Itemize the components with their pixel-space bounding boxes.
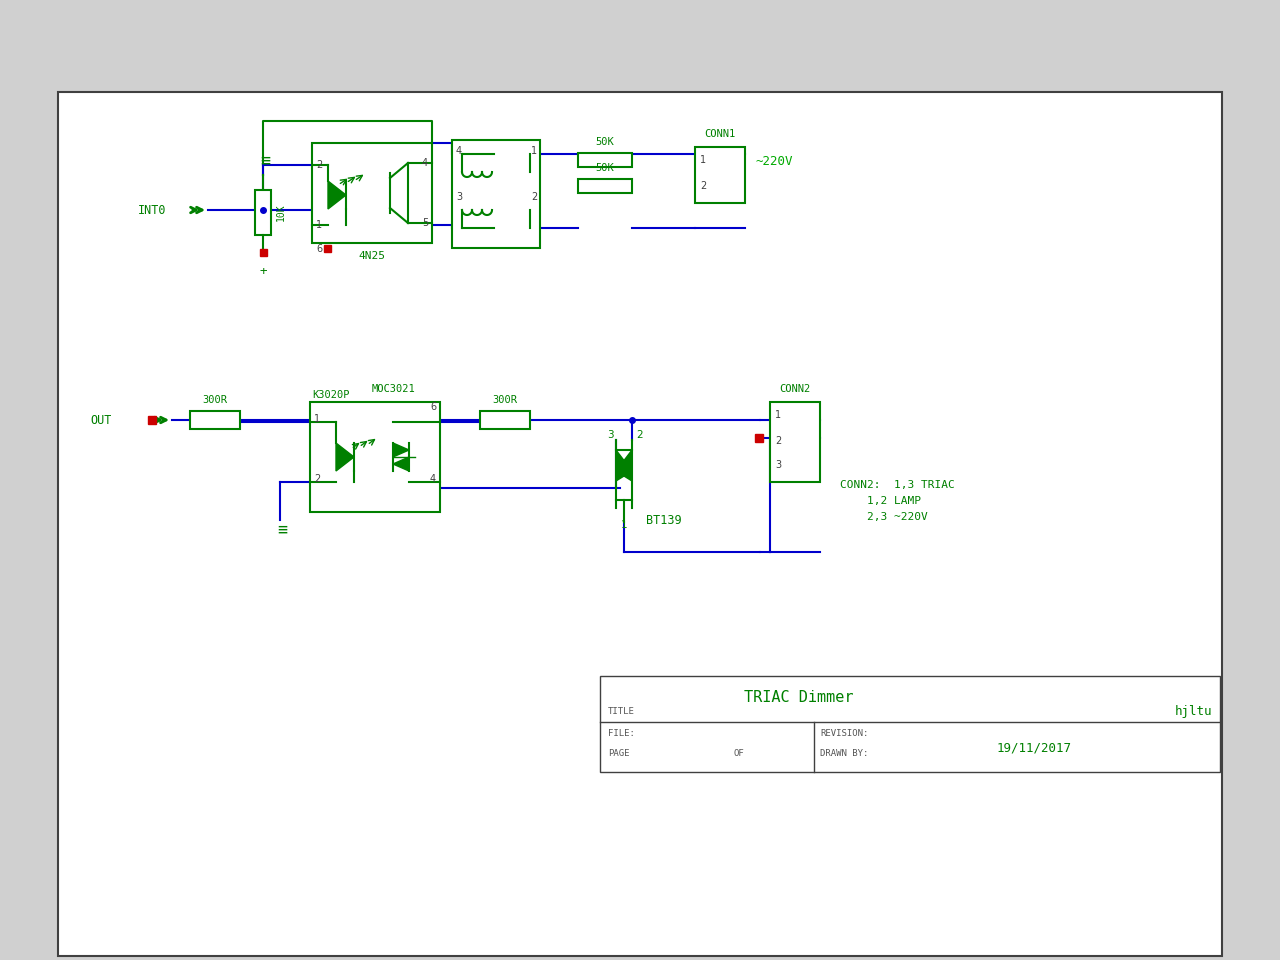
Text: 2: 2	[314, 474, 320, 484]
Text: +: +	[260, 265, 266, 277]
Bar	[310, 402, 440, 512]
Text: TRIAC Dimmer: TRIAC Dimmer	[744, 690, 854, 706]
Bar	[755, 434, 763, 442]
Text: 1: 1	[316, 220, 323, 230]
Text: ~220V: ~220V	[755, 155, 792, 168]
Text: 2: 2	[636, 430, 644, 440]
Text: 4: 4	[422, 158, 428, 168]
Text: 1: 1	[700, 155, 707, 165]
Bar	[148, 416, 156, 424]
Bar	[260, 249, 268, 256]
Text: 3: 3	[774, 460, 781, 470]
Text: 4N25: 4N25	[358, 251, 385, 261]
Polygon shape	[328, 181, 346, 209]
Text: 1: 1	[531, 146, 538, 156]
Polygon shape	[393, 443, 410, 457]
Text: CONN1: CONN1	[704, 129, 736, 139]
Polygon shape	[616, 450, 632, 481]
Text: PAGE: PAGE	[608, 750, 630, 758]
Text: 5: 5	[421, 218, 428, 228]
Text: 2: 2	[700, 181, 707, 191]
Text: 6: 6	[430, 402, 436, 412]
Text: CONN2:  1,3 TRIAC: CONN2: 1,3 TRIAC	[840, 480, 955, 490]
Text: 1: 1	[774, 410, 781, 420]
Bar	[324, 245, 332, 252]
Text: 2,3 ~220V: 2,3 ~220V	[840, 512, 928, 522]
Text: 300R: 300R	[202, 395, 228, 405]
Text: DRAWN BY:: DRAWN BY:	[820, 750, 868, 758]
Bar	[255, 190, 271, 235]
Text: 2: 2	[531, 192, 538, 202]
Text: K3020P: K3020P	[312, 390, 349, 400]
Text: hjltu: hjltu	[1175, 706, 1212, 718]
Text: 4: 4	[456, 146, 462, 156]
Text: TITLE: TITLE	[608, 708, 635, 716]
Text: 6: 6	[316, 244, 323, 254]
Text: 19/11/2017: 19/11/2017	[997, 741, 1071, 755]
Text: 2: 2	[316, 160, 323, 170]
Text: FILE:: FILE:	[608, 730, 635, 738]
Text: ≡: ≡	[260, 152, 270, 170]
Bar	[579, 179, 632, 193]
Text: 1: 1	[621, 520, 627, 530]
Bar	[480, 411, 530, 429]
Bar	[312, 143, 433, 243]
Text: 300R: 300R	[493, 395, 517, 405]
Text: 10K: 10K	[276, 204, 285, 221]
Polygon shape	[335, 443, 355, 471]
Text: 1,2 LAMP: 1,2 LAMP	[840, 496, 922, 506]
Text: MOC3021: MOC3021	[371, 384, 415, 394]
Bar	[771, 402, 820, 482]
Text: 1: 1	[314, 414, 320, 424]
Bar	[189, 411, 241, 429]
Text: CONN2: CONN2	[780, 384, 810, 394]
Text: OUT: OUT	[90, 414, 111, 426]
Text: 50K: 50K	[595, 137, 614, 147]
Text: INT0: INT0	[138, 204, 166, 217]
Bar	[452, 140, 540, 248]
Polygon shape	[393, 457, 410, 471]
Bar	[600, 676, 1220, 772]
Text: BT139: BT139	[646, 514, 682, 527]
Bar	[579, 153, 632, 167]
Bar	[695, 147, 745, 203]
Text: 3: 3	[456, 192, 462, 202]
Polygon shape	[616, 450, 632, 481]
Text: 50K: 50K	[595, 163, 614, 173]
Text: 4: 4	[430, 474, 436, 484]
Text: 3: 3	[607, 430, 613, 440]
Text: REVISION:: REVISION:	[820, 730, 868, 738]
Text: ≡: ≡	[276, 521, 287, 539]
Text: OF: OF	[733, 750, 745, 758]
Text: 2: 2	[774, 436, 781, 446]
